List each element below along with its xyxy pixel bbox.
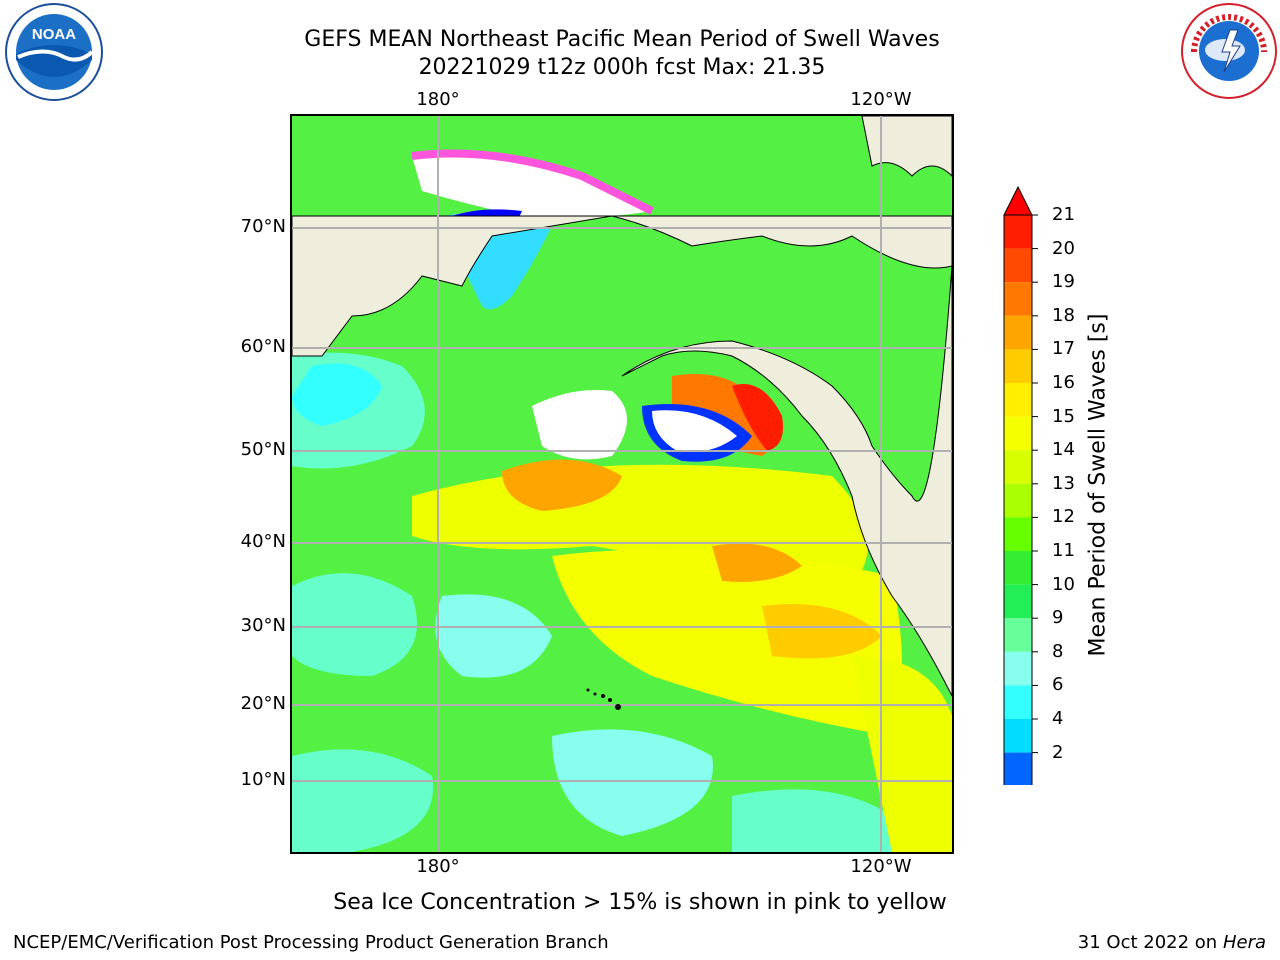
- colorbar: [990, 185, 1050, 816]
- colorbar-segment: [1004, 416, 1032, 451]
- field-region: [292, 573, 417, 676]
- field-region: [552, 549, 902, 736]
- colorbar-segment: [1004, 719, 1032, 753]
- field-region: [292, 749, 433, 852]
- footer-date-text: 31 Oct 2022 on: [1077, 932, 1223, 953]
- field-region: [502, 459, 622, 511]
- field-region: [652, 410, 737, 452]
- field-region: [552, 729, 713, 836]
- colorbar-extend-high: [1003, 185, 1033, 216]
- field-region: [712, 543, 802, 582]
- colorbar-tick-label: 20: [1052, 237, 1075, 259]
- map-title: GEFS MEAN Northeast Pacific Mean Period …: [304, 27, 940, 52]
- hawaii-islands: [586, 688, 621, 710]
- colorbar-label: Mean Period of Swell Waves [s]: [1085, 313, 1111, 657]
- lat-label-10n: 10°N: [240, 769, 286, 790]
- lon-label-top-120w: 120°W: [850, 89, 912, 110]
- colorbar-segment: [1004, 517, 1032, 551]
- colorbar-tick-label: 17: [1052, 338, 1075, 360]
- colorbar-segment: [1004, 248, 1032, 283]
- field-region: [532, 390, 627, 460]
- lat-label-70n: 70°N: [240, 216, 286, 237]
- colorbar-tick-label: 11: [1052, 540, 1075, 561]
- field-region: [732, 384, 783, 451]
- sea-ice-caption: Sea Ice Concentration > 15% is shown in …: [333, 890, 947, 915]
- colorbar-tick-label: 12: [1052, 506, 1075, 528]
- colorbar-scale: [1003, 185, 1038, 816]
- noaa-logo: NOAA: [4, 2, 104, 102]
- swell-period-map: [290, 114, 954, 854]
- colorbar-tick-label: 4: [1052, 708, 1064, 729]
- field-region: [762, 604, 882, 659]
- colorbar-segment: [1004, 651, 1032, 686]
- colorbar-segment: [1004, 215, 1032, 249]
- colorbar-tick-label: 16: [1052, 372, 1075, 393]
- lat-label-40n: 40°N: [240, 531, 286, 552]
- colorbar-tick-label: 21: [1052, 204, 1075, 225]
- colorbar-tick-label: 9: [1052, 607, 1064, 629]
- nws-logo: [1180, 2, 1278, 100]
- footer-host: Hera: [1222, 932, 1266, 953]
- sea-ice-white: [412, 153, 652, 218]
- colorbar-segment: [1004, 483, 1032, 518]
- colorbar-segment: [1004, 752, 1032, 787]
- colorbar-segment: [1004, 551, 1032, 585]
- lat-label-60n: 60°N: [240, 336, 286, 357]
- colorbar-segment: [1004, 315, 1032, 350]
- colorbar-segment: [1004, 584, 1032, 619]
- colorbar-segment: [1004, 282, 1032, 316]
- map-subtitle: 20221029 t12z 000h fcst Max: 21.35: [418, 55, 826, 80]
- land-alaska-siberia: [292, 215, 952, 357]
- colorbar-tick-label: 15: [1052, 405, 1075, 427]
- field-region: [292, 363, 382, 426]
- footer-producer: NCEP/EMC/Verification Post Processing Pr…: [13, 932, 609, 953]
- colorbar-segment: [1004, 685, 1032, 719]
- lat-label-30n: 30°N: [240, 615, 286, 636]
- land-north-america: [621, 265, 952, 697]
- lon-label-top-180: 180°: [416, 89, 460, 110]
- field-region: [732, 789, 892, 852]
- lon-label-bottom-120w: 120°W: [850, 856, 912, 877]
- lat-label-50n: 50°N: [240, 439, 286, 460]
- colorbar-tick-label: 13: [1052, 472, 1075, 494]
- lat-label-20n: 20°N: [240, 693, 286, 714]
- footer-date: 31 Oct 2022 on Hera: [1078, 932, 1266, 953]
- noaa-logo-text: NOAA: [32, 26, 76, 43]
- graticule: [292, 116, 952, 852]
- colorbar-tick-label: 10: [1052, 573, 1075, 595]
- colorbar-tick-label: 14: [1052, 439, 1075, 461]
- colorbar-segment: [1004, 618, 1032, 652]
- colorbar-tick-label: 6: [1052, 674, 1064, 696]
- colorbar-tick-label: 18: [1052, 304, 1075, 326]
- colorbar-segment: [1004, 383, 1032, 417]
- colorbar-segment: [1004, 349, 1032, 383]
- colorbar-tick-label: 8: [1052, 640, 1064, 662]
- field-region: [435, 594, 552, 678]
- colorbar-segment: [1004, 450, 1032, 484]
- colorbar-tick-label: 2: [1052, 741, 1064, 763]
- land-arctic-islands: [861, 116, 952, 177]
- colorbar-tick-label: 19: [1052, 271, 1075, 293]
- sea-ice-edge: [411, 149, 654, 215]
- lon-label-bottom-180: 180°: [416, 856, 460, 877]
